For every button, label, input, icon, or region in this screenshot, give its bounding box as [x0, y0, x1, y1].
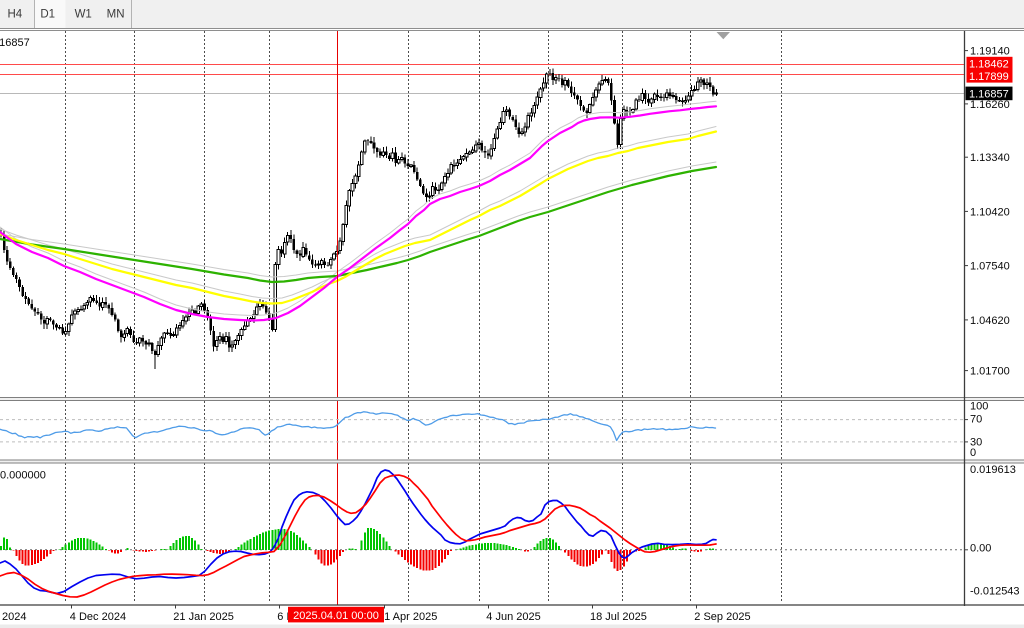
svg-text:2025.04.01 00:00: 2025.04.01 00:00	[293, 610, 379, 622]
svg-text:18 Jul 2025: 18 Jul 2025	[590, 611, 647, 623]
svg-text:100: 100	[970, 401, 988, 413]
svg-text:D1: D1	[40, 9, 55, 21]
svg-text:2 Sep 2025: 2 Sep 2025	[694, 611, 750, 623]
svg-text:30: 30	[970, 437, 982, 449]
svg-text:4 Dec 2024: 4 Dec 2024	[70, 611, 126, 623]
svg-text:1.07540: 1.07540	[970, 261, 1010, 273]
svg-text:1.16857: 1.16857	[0, 37, 30, 49]
svg-text:70: 70	[970, 414, 982, 426]
svg-text:21 Jan 2025: 21 Jan 2025	[173, 611, 234, 623]
svg-text:1.19140: 1.19140	[970, 46, 1010, 58]
svg-text:0: 0	[970, 447, 976, 459]
svg-text:H4: H4	[7, 9, 22, 21]
svg-text:1.16857: 1.16857	[969, 88, 1009, 100]
svg-text:0.000000: 0.000000	[0, 470, 46, 482]
svg-text:1.10420: 1.10420	[970, 206, 1010, 218]
svg-text:-0.012543: -0.012543	[970, 586, 1020, 598]
svg-text:1.17899: 1.17899	[969, 71, 1009, 83]
svg-text:21 Apr 2025: 21 Apr 2025	[378, 611, 437, 623]
svg-text:0.019613: 0.019613	[970, 464, 1016, 476]
svg-text:1.13340: 1.13340	[970, 152, 1010, 164]
svg-text:1.04620: 1.04620	[970, 315, 1010, 327]
svg-text:W1: W1	[75, 9, 92, 21]
svg-text:1.18462: 1.18462	[969, 59, 1009, 71]
svg-text:1.16260: 1.16260	[970, 99, 1010, 111]
svg-text:4 Jun 2025: 4 Jun 2025	[486, 611, 540, 623]
svg-text:1.01700: 1.01700	[970, 366, 1010, 378]
svg-text:0.00: 0.00	[970, 543, 991, 555]
svg-text:MN: MN	[107, 9, 125, 21]
svg-text:23 Oct 2024: 23 Oct 2024	[0, 611, 26, 623]
